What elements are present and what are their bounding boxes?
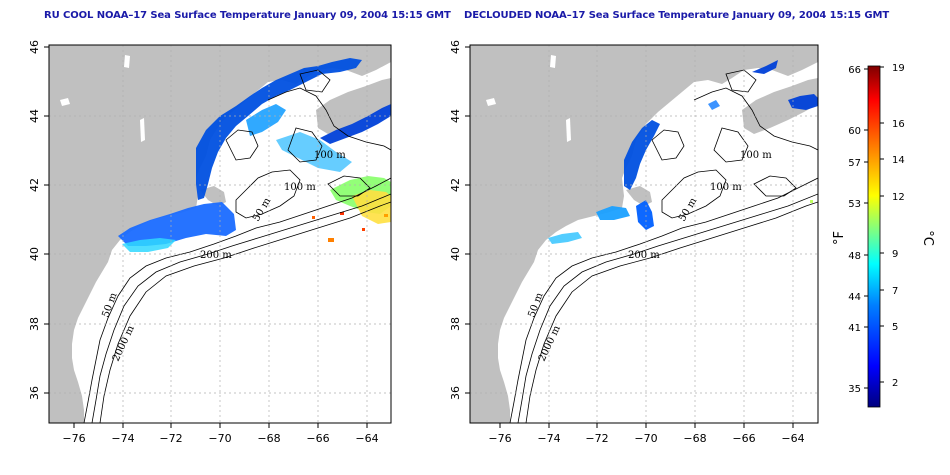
right-axes: −76 −74 −72 −70 −68 −66 −64 36 38 40 42 … [449,40,805,445]
right-bathymetry-contours [509,69,818,423]
left-land-novascotia [316,78,391,134]
left-land [49,45,391,423]
lat-tick-label: 44 [28,109,41,123]
fahrenheit-tick-label: 60 [848,126,861,137]
lon-tick-label: −70 [208,432,231,445]
fahrenheit-tick-label: 48 [848,251,861,262]
right-sst-coastal [624,120,660,190]
left-contour-label: 100 m [314,150,346,161]
right-map: 100 m 100 m 50 m 200 m 50 m 2000 m [469,44,819,424]
lon-tick-label: −76 [488,432,511,445]
lat-tick-label: 40 [449,247,462,261]
right-contour-label: 100 m [710,182,742,193]
celsius-tick-label: 5 [892,322,898,333]
lat-tick-label: 36 [449,386,462,400]
left-contour-label: 100 m [284,182,316,193]
left-sst-novascotia [320,104,391,144]
lat-tick-label: 42 [449,178,462,192]
celsius-tick-label: 9 [892,249,898,260]
lat-tick-label: 46 [28,40,41,54]
lon-tick-label: −72 [585,432,608,445]
celsius-tick-label: 19 [892,63,905,74]
lon-tick-label: −72 [159,432,182,445]
temperature-colorbar: 66 60 57 53 48 44 41 35 19 16 14 12 9 7 … [832,63,935,408]
lon-tick-label: −74 [537,432,560,445]
left-grid [49,45,391,423]
celsius-tick-label: 2 [892,378,898,389]
lat-tick-label: 42 [28,178,41,192]
fahrenheit-unit-label: °F [832,231,847,245]
left-map-title: RU COOL NOAA–17 Sea Surface Temperature … [44,10,451,21]
lon-tick-label: −64 [355,432,378,445]
left-contour-label: 200 m [200,250,232,261]
lat-tick-label: 44 [449,109,462,123]
right-grid [470,45,818,423]
left-axes: −76 −74 −72 −70 −68 −66 −64 36 38 40 42 … [28,40,379,445]
left-sst-coastal [196,58,362,200]
lon-tick-label: −76 [62,432,85,445]
lon-tick-label: −66 [306,432,329,445]
celsius-tick-label: 12 [892,192,905,203]
lat-tick-label: 40 [28,247,41,261]
celsius-unit-label: °C [920,230,935,246]
left-sst-nantucket [118,202,236,246]
lat-tick-label: 36 [28,386,41,400]
fahrenheit-tick-label: 66 [848,65,861,76]
lon-tick-label: −68 [257,432,280,445]
right-land [470,45,818,423]
celsius-tick-label: 14 [892,155,905,166]
lon-tick-label: −64 [781,432,804,445]
left-bathymetry-contours [83,69,391,423]
lon-tick-label: −66 [732,432,755,445]
fahrenheit-tick-label: 41 [848,323,861,334]
right-map-title: DECLOUDED NOAA–17 Sea Surface Temperatur… [464,10,890,21]
lat-tick-label: 46 [449,40,462,54]
fahrenheit-tick-label: 35 [848,384,861,395]
right-land-novascotia [742,78,818,134]
lon-tick-label: −70 [634,432,657,445]
fahrenheit-tick-label: 57 [848,158,861,169]
left-map: 100 m 100 m 50 m 200 m 50 m 2000 m [48,44,392,424]
lon-tick-label: −74 [111,432,134,445]
colorbar-gradient [867,65,881,408]
celsius-tick-label: 16 [892,119,905,130]
right-contour-label: 100 m [740,150,772,161]
right-map-frame [469,44,819,424]
fahrenheit-tick-label: 53 [848,199,861,210]
right-contour-label: 200 m [628,250,660,261]
fahrenheit-tick-label: 44 [848,292,861,303]
celsius-tick-label: 7 [892,286,898,297]
lon-tick-label: −68 [683,432,706,445]
lat-tick-label: 38 [28,317,41,331]
lat-tick-label: 38 [449,317,462,331]
left-land-capecod [200,186,226,206]
